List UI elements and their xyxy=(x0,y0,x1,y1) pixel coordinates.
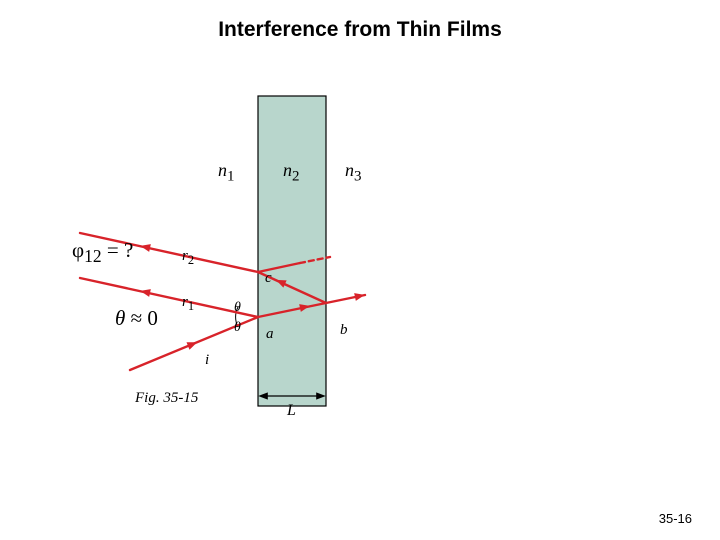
thin-film-diagram xyxy=(0,0,720,540)
figure-caption: Fig. 35-15 xyxy=(135,390,198,407)
film-slab xyxy=(258,96,326,406)
slide-number: 35-16 xyxy=(659,511,692,526)
ray-arrowheads xyxy=(139,242,365,350)
